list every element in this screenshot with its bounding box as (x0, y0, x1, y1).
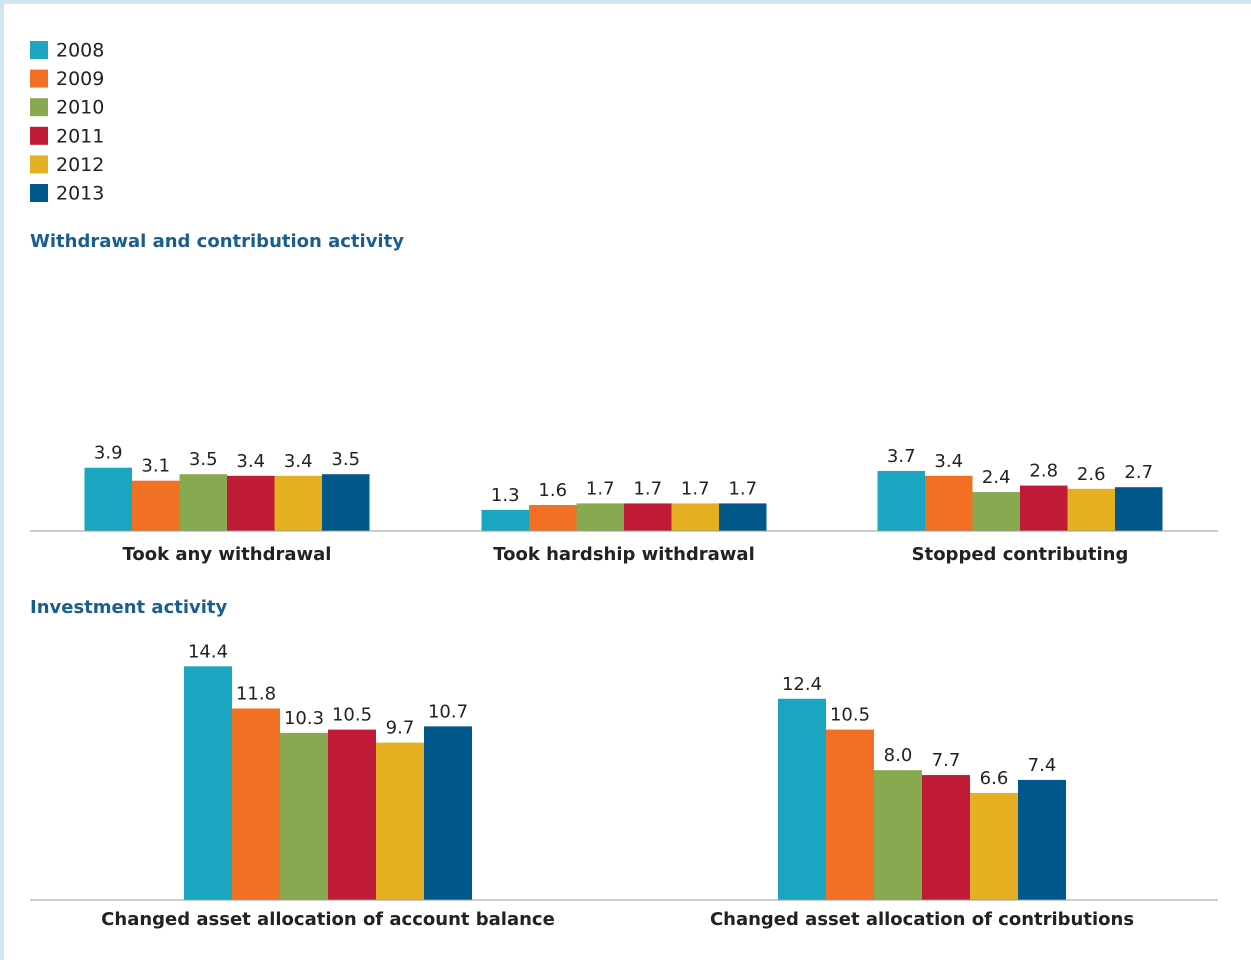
value-label: 10.5 (332, 705, 372, 726)
value-label: 3.5 (189, 449, 218, 470)
bar (227, 475, 275, 531)
bar (826, 729, 874, 900)
value-label: 2.8 (1029, 461, 1058, 482)
value-label: 1.7 (633, 478, 662, 499)
bar (1020, 485, 1068, 531)
value-label: 2.7 (1124, 462, 1153, 483)
legend-swatch (30, 184, 48, 202)
legend-label: 2008 (56, 40, 104, 62)
bar (1067, 488, 1115, 531)
bar (184, 666, 232, 900)
legend-label: 2013 (56, 183, 104, 205)
bar (778, 698, 826, 900)
legend-label: 2010 (56, 97, 104, 119)
value-label: 8.0 (884, 745, 913, 766)
bar (972, 492, 1020, 531)
bar (1018, 779, 1066, 900)
value-label: 1.7 (586, 478, 615, 499)
value-label: 7.4 (1028, 755, 1057, 776)
value-label: 2.4 (982, 467, 1011, 488)
panel-title: Investment activity (30, 597, 228, 618)
category-label: Changed asset allocation of account bala… (101, 909, 555, 930)
bar (719, 503, 767, 531)
value-label: 1.7 (728, 478, 757, 499)
bar (576, 503, 624, 531)
bar (970, 792, 1018, 900)
legend-swatch (30, 155, 48, 174)
bar (481, 509, 529, 531)
frame-left (0, 0, 4, 960)
legend-label: 2011 (56, 125, 104, 147)
value-label: 3.1 (141, 456, 170, 477)
legend-swatch (30, 41, 48, 59)
bar (671, 503, 719, 531)
bar (874, 770, 922, 900)
legend-swatch (30, 126, 48, 145)
bar (280, 732, 328, 900)
bar (376, 742, 424, 900)
legend-swatch (30, 69, 48, 88)
value-label: 7.7 (932, 750, 961, 771)
category-label: Stopped contributing (912, 544, 1129, 565)
frame-top (0, 0, 1251, 4)
value-label: 3.4 (284, 451, 313, 472)
value-label: 12.4 (782, 674, 822, 695)
value-label: 10.3 (284, 708, 324, 729)
legend-label: 2012 (56, 154, 104, 176)
bar (529, 505, 577, 531)
value-label: 1.7 (681, 478, 710, 499)
bar (232, 708, 280, 900)
bar (424, 726, 472, 900)
bar (132, 480, 180, 531)
value-label: 2.6 (1077, 464, 1106, 485)
value-label: 14.4 (188, 641, 228, 662)
panel-title: Withdrawal and contribution activity (30, 231, 404, 252)
value-label: 3.9 (94, 443, 123, 464)
category-label: Took hardship withdrawal (493, 544, 755, 565)
value-label: 3.7 (887, 446, 916, 467)
bar (925, 475, 973, 531)
bar (328, 729, 376, 900)
bar (179, 474, 227, 531)
bar (877, 470, 925, 531)
legend-label: 2009 (56, 68, 104, 90)
bar (922, 775, 970, 900)
value-label: 1.3 (491, 485, 520, 506)
value-label: 9.7 (386, 718, 415, 739)
bar (1115, 487, 1163, 531)
bar (624, 503, 672, 531)
value-label: 11.8 (236, 684, 276, 705)
value-label: 10.5 (830, 705, 870, 726)
value-label: 1.6 (538, 480, 567, 501)
bar (84, 467, 132, 531)
category-label: Took any withdrawal (123, 544, 332, 565)
value-label: 6.6 (980, 768, 1009, 789)
value-label: 10.7 (428, 701, 468, 722)
value-label: 3.5 (331, 449, 360, 470)
legend-swatch (30, 98, 48, 117)
bar (322, 474, 370, 531)
category-label: Changed asset allocation of contribution… (710, 909, 1134, 930)
bar (274, 475, 322, 531)
value-label: 3.4 (236, 451, 265, 472)
value-label: 3.4 (934, 451, 963, 472)
